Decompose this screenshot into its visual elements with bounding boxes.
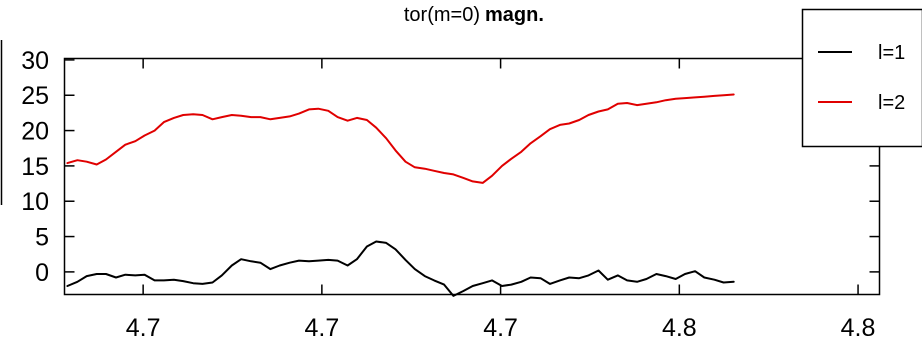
legend-box — [801, 8, 922, 148]
plot-lines — [66, 93, 735, 297]
chart-title: tor(m=0) magn. — [404, 4, 544, 26]
series-line-l2 — [66, 93, 735, 184]
axes: 0 5 10 15 20 25 30 4.7 4.7 4.7 4.8 4.8 — [21, 47, 880, 342]
y-tick-label: 20 — [21, 118, 49, 146]
x-tick-label: 4.8 — [841, 314, 876, 342]
chart-title-text: tor(m=0) — [404, 4, 480, 26]
y-tick-label: 0 — [35, 259, 49, 287]
y-tick-label: 30 — [21, 47, 49, 75]
y-tick-label: 15 — [21, 153, 49, 181]
legend-label-l1: l=1 — [878, 42, 905, 64]
x-tick-label: 4.8 — [662, 314, 697, 342]
legend-label-l2: l=2 — [878, 92, 905, 114]
legend: l=1 l=2 — [801, 8, 922, 148]
series-line-l1 — [66, 240, 735, 297]
plot-frame — [63, 57, 881, 296]
x-tick-label: 4.7 — [304, 314, 339, 342]
chart-title-bold-text: magn. — [485, 4, 544, 26]
x-tick-label: 4.7 — [126, 314, 161, 342]
x-tick-label: 4.7 — [483, 314, 518, 342]
y-tick-label: 10 — [21, 188, 49, 216]
y-tick-label: 25 — [21, 82, 49, 110]
y-tick-label: 5 — [35, 224, 49, 252]
